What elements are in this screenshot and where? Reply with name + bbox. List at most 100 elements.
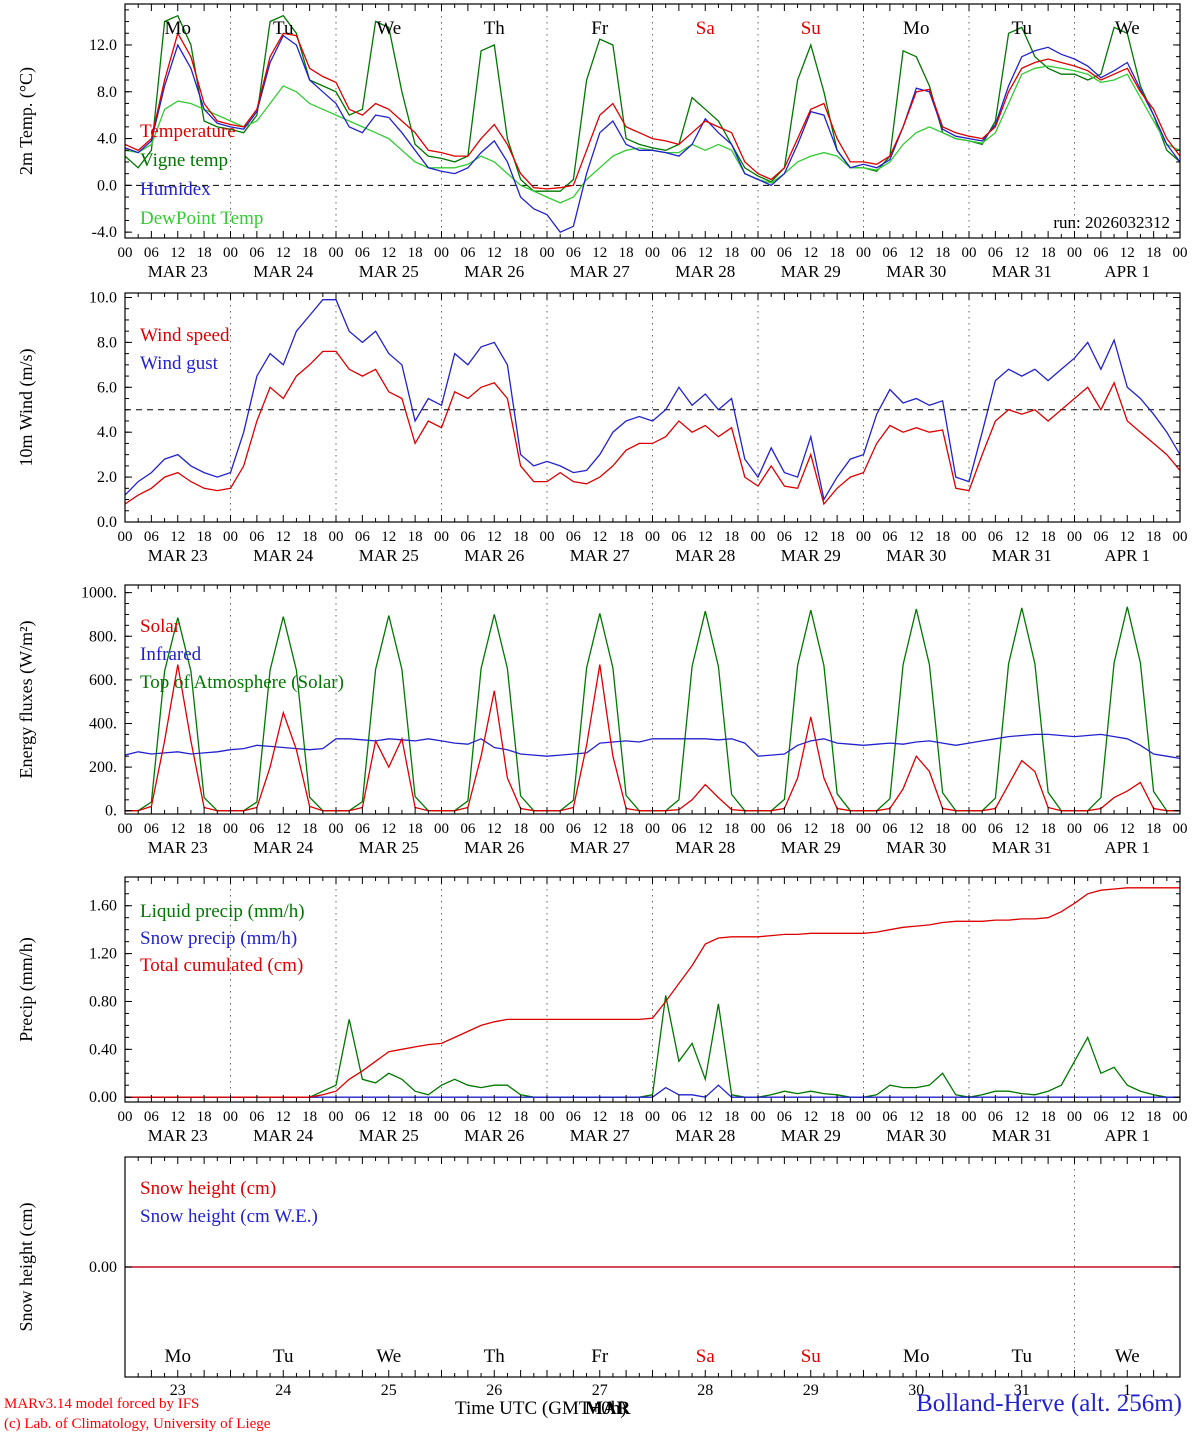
hour-tick-label: 06 <box>1093 821 1109 837</box>
day-name-label: Tu <box>273 1346 294 1367</box>
hour-tick-label: 00 <box>645 245 660 261</box>
date-label: MAR 28 <box>675 838 735 857</box>
hour-tick-label: 12 <box>698 821 713 837</box>
date-label: APR 1 <box>1104 838 1150 857</box>
legend-item: Total cumulated (cm) <box>140 955 303 976</box>
model-credit-line-1: MARv3.14 model forced by IFS <box>4 1396 200 1412</box>
hour-tick-label: 00 <box>1067 245 1082 261</box>
hour-tick-label: 06 <box>988 821 1004 837</box>
hour-tick-label: 06 <box>671 529 687 545</box>
date-label: MAR 24 <box>253 262 313 281</box>
hour-tick-label: 18 <box>197 245 212 261</box>
hour-tick-label: 00 <box>329 821 344 837</box>
hour-tick-label: 06 <box>249 245 265 261</box>
y-tick-label: 1.60 <box>89 898 117 915</box>
hour-tick-label: 00 <box>1173 245 1188 261</box>
hour-tick-label: 18 <box>935 529 950 545</box>
hour-tick-label: 00 <box>962 245 977 261</box>
hour-tick-label: 06 <box>460 1109 476 1125</box>
hour-tick-label: 18 <box>513 1109 528 1125</box>
day-name-label: We <box>376 18 401 39</box>
hour-tick-label: 00 <box>751 529 766 545</box>
hour-tick-label: 00 <box>540 245 555 261</box>
series-line-total-cumulated-cm- <box>125 887 1180 1098</box>
day-name-label: Su <box>801 1346 822 1367</box>
date-label: MAR 28 <box>675 1126 735 1145</box>
hour-tick-label: 00 <box>856 821 871 837</box>
legend-item: Wind speed <box>140 325 230 346</box>
hour-tick-label: 06 <box>882 821 898 837</box>
date-label: MAR 30 <box>886 546 946 565</box>
hour-tick-label: 06 <box>988 529 1004 545</box>
hour-tick-label: 06 <box>777 529 793 545</box>
date-label: MAR 24 <box>253 546 313 565</box>
legend-item: Top of Atmosphere (Solar) <box>140 672 344 693</box>
hour-tick-label: 12 <box>803 529 818 545</box>
date-label: MAR 29 <box>781 262 841 281</box>
hour-tick-label: 12 <box>1014 529 1029 545</box>
hour-tick-label: 06 <box>355 1109 371 1125</box>
date-label: MAR 29 <box>781 1126 841 1145</box>
hour-tick-label: 00 <box>434 245 449 261</box>
date-label: MAR 23 <box>148 262 208 281</box>
legend-item: Wind gust <box>140 353 219 374</box>
date-label: MAR 23 <box>148 838 208 857</box>
hour-tick-label: 06 <box>882 1109 898 1125</box>
hour-tick-label: 06 <box>671 821 687 837</box>
hour-tick-label: 12 <box>698 529 713 545</box>
date-label: MAR 30 <box>886 1126 946 1145</box>
hour-tick-label: 18 <box>619 529 634 545</box>
day-name-label: Mo <box>903 18 929 39</box>
y-tick-label: 400. <box>89 715 117 732</box>
hour-tick-label: 12 <box>698 245 713 261</box>
hour-tick-label: 18 <box>935 1109 950 1125</box>
date-label: MAR 26 <box>464 838 524 857</box>
hour-tick-label: 06 <box>355 529 371 545</box>
hour-tick-label: 18 <box>1146 245 1161 261</box>
day-name-label: Mo <box>165 1346 191 1367</box>
hour-tick-label: 18 <box>619 1109 634 1125</box>
hour-tick-label: 18 <box>724 245 739 261</box>
legend-item: Snow height (cm) <box>140 1178 276 1199</box>
hour-tick-label: 18 <box>302 821 317 837</box>
series-line-vigne-temp <box>125 14 1180 192</box>
hour-tick-label: 06 <box>988 245 1004 261</box>
date-label: MAR 25 <box>359 1126 419 1145</box>
hour-tick-label: 00 <box>434 821 449 837</box>
hour-tick-label: 00 <box>1173 529 1188 545</box>
hour-tick-label: 06 <box>777 1109 793 1125</box>
hour-tick-label: 12 <box>170 1109 185 1125</box>
hour-tick-label: 18 <box>830 245 845 261</box>
hour-tick-label: 00 <box>1173 821 1188 837</box>
hour-tick-label: 06 <box>144 821 160 837</box>
hour-tick-label: 18 <box>513 821 528 837</box>
hour-tick-label: 18 <box>1041 1109 1056 1125</box>
hour-tick-label: 18 <box>830 1109 845 1125</box>
date-label: MAR 27 <box>570 1126 630 1145</box>
hour-tick-label: 00 <box>856 245 871 261</box>
day-number-label: 28 <box>697 1382 713 1399</box>
series-line-top-of-atmosphere-solar- <box>125 606 1180 812</box>
hour-tick-label: 12 <box>381 245 396 261</box>
hour-tick-label: 12 <box>592 529 607 545</box>
day-name-label: Tu <box>1012 1346 1033 1367</box>
hour-tick-label: 00 <box>223 245 238 261</box>
hour-tick-label: 12 <box>1120 529 1135 545</box>
hour-tick-label: 18 <box>724 529 739 545</box>
panel-wind: 0.0 2.0 4.0 6.0 8.0 10.0 00 06 12 18 00 06 12 18 00 06 1… <box>16 289 1188 565</box>
hour-tick-label: 12 <box>909 821 924 837</box>
date-label: MAR 28 <box>675 262 735 281</box>
hour-tick-label: 00 <box>540 821 555 837</box>
legend-item: Humidex <box>140 179 211 200</box>
series-line-temperature <box>125 31 1180 190</box>
hour-tick-label: 00 <box>751 1109 766 1125</box>
legend-item: Liquid precip (mm/h) <box>140 901 305 922</box>
day-number-label: 27 <box>592 1382 608 1399</box>
date-label: MAR 28 <box>675 546 735 565</box>
day-name-label: Sa <box>696 1346 716 1367</box>
hour-tick-label: 06 <box>1093 1109 1109 1125</box>
date-label: MAR 26 <box>464 1126 524 1145</box>
date-label: MAR 25 <box>359 546 419 565</box>
hour-tick-label: 00 <box>1067 529 1082 545</box>
hour-tick-label: 00 <box>223 1109 238 1125</box>
